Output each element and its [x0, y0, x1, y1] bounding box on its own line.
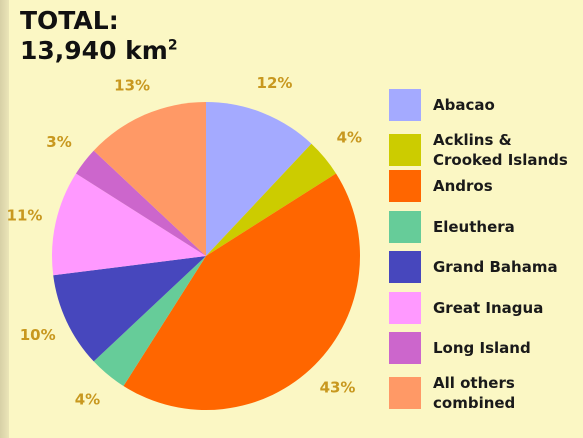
pie-slice-0	[206, 102, 312, 256]
pie-slice-2	[123, 173, 360, 410]
title-line-2: 13,940 km2	[20, 36, 178, 66]
slice-label-1: 4%	[337, 128, 362, 146]
slice-label-3: 4%	[75, 390, 100, 408]
slice-label-5: 11%	[7, 206, 43, 224]
slice-label-6: 3%	[46, 133, 71, 151]
slice-label-7: 13%	[114, 76, 150, 94]
pie-slice-4	[53, 256, 206, 362]
pie-slice-3	[93, 256, 206, 387]
total-area-value: 13,940 km	[20, 36, 168, 65]
slice-label-4: 10%	[20, 326, 56, 344]
pie-slice-6	[75, 150, 206, 256]
title-line-1: TOTAL:	[20, 6, 119, 35]
slice-label-2: 43%	[320, 379, 356, 397]
pie-slice-5	[51, 173, 206, 276]
pie-slice-7	[93, 102, 206, 256]
area-unit-superscript: 2	[167, 37, 178, 54]
pie-slice-1	[206, 143, 337, 256]
chart-title: TOTAL: 13,940 km2	[20, 6, 178, 66]
page-edge	[0, 0, 9, 438]
slice-label-0: 12%	[257, 74, 293, 92]
